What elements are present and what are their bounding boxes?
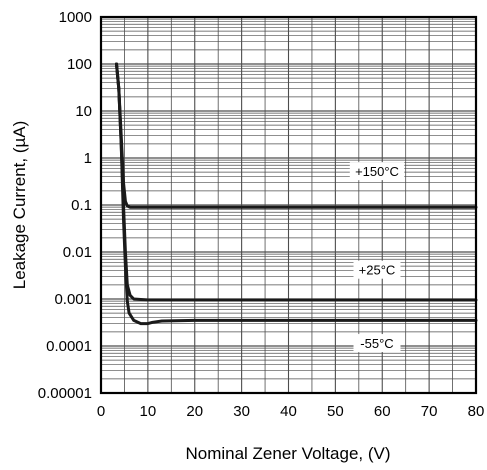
series-label: +150°C — [355, 164, 399, 179]
y-tick-label: 0.01 — [63, 244, 92, 261]
plot-frame — [99, 15, 478, 395]
x-tick-label: 20 — [186, 403, 203, 420]
x-tick-label: 40 — [280, 403, 297, 420]
x-axis-title: Nominal Zener Voltage, (V) — [185, 444, 390, 463]
x-tick-label: 60 — [374, 403, 391, 420]
series-lines — [115, 62, 478, 326]
y-tick-label: 0.00001 — [38, 385, 92, 402]
x-tick-label: 10 — [140, 403, 157, 420]
series-line — [115, 62, 478, 326]
x-tick-label: 30 — [233, 403, 250, 420]
y-tick-label: 0.0001 — [46, 338, 92, 355]
y-tick-label: 1000 — [59, 9, 92, 26]
y-tick-label: 10 — [75, 103, 92, 120]
series-label: +25°C — [359, 263, 396, 278]
y-axis-title: Leakage Current, (µA) — [10, 121, 29, 290]
x-axis-ticks: 0 10 20 30 40 50 60 70 80 — [97, 403, 485, 420]
y-tick-label: 100 — [67, 56, 92, 73]
x-tick-label: 70 — [421, 403, 438, 420]
grid — [100, 17, 477, 394]
y-tick-label: 1 — [84, 150, 92, 167]
series-label-bg — [353, 260, 401, 279]
y-tick-label: 0.001 — [54, 291, 92, 308]
series-labels: +150°C +25°C -55°C — [349, 162, 405, 353]
series-label-bg — [353, 334, 401, 353]
x-tick-label: 0 — [97, 403, 105, 420]
series-line — [115, 62, 478, 302]
x-tick-label: 50 — [327, 403, 344, 420]
y-tick-label: 0.1 — [71, 197, 92, 214]
series-label-bg — [349, 162, 405, 181]
series-label: -55°C — [360, 336, 393, 351]
y-axis-ticks: 1000 100 10 1 0.1 0.01 0.001 0.0001 0.00001 — [38, 9, 92, 402]
x-tick-label: 80 — [468, 403, 485, 420]
